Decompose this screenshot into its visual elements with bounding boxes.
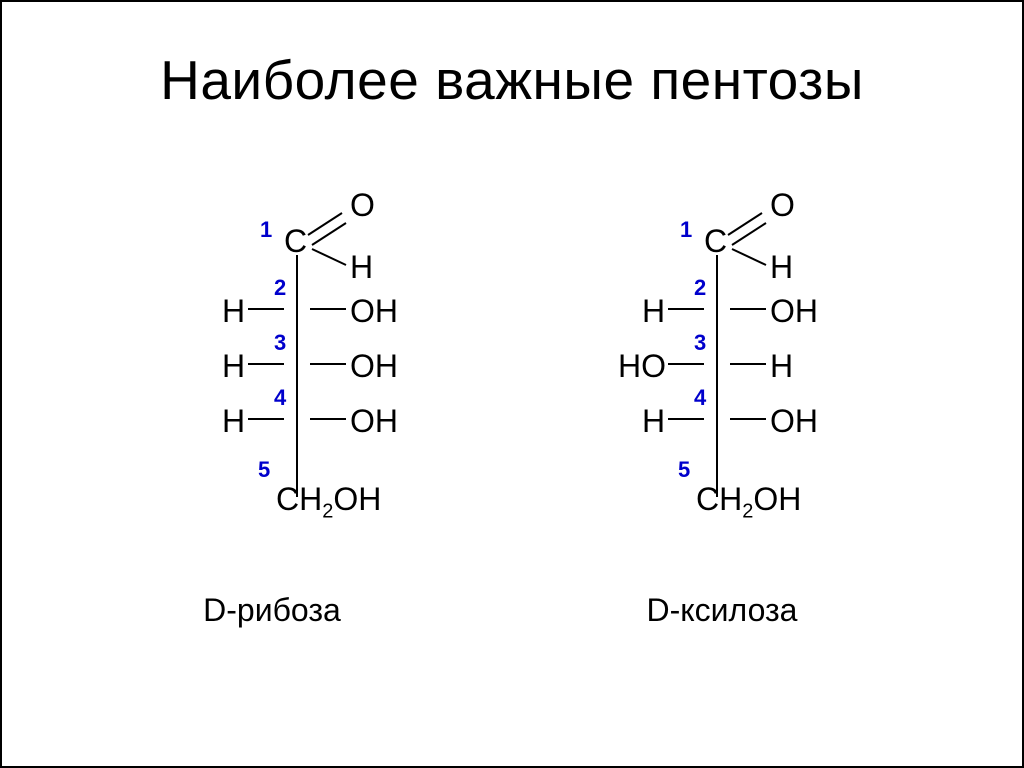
xylose-c5: CH2OH <box>696 483 801 521</box>
ribose-h-aldehyde: H <box>350 251 373 283</box>
xylose-num-5: 5 <box>678 459 690 481</box>
ribose-c2-right: OH <box>350 295 398 327</box>
xylose-h-aldehyde: H <box>770 251 793 283</box>
xylose-c3-left: HO <box>618 350 666 382</box>
ribose-num-1: 1 <box>260 219 272 241</box>
ribose-c4-left: H <box>222 405 245 437</box>
ribose-o: O <box>350 189 375 221</box>
ribose-num-3: 3 <box>274 332 286 354</box>
ribose-c3-right: OH <box>350 350 398 382</box>
xylose-num-4: 4 <box>694 387 706 409</box>
xylose-c4-right: OH <box>770 405 818 437</box>
ribose-c3-left: H <box>222 350 245 382</box>
caption-xylose: D-ксилоза <box>592 592 852 629</box>
xylose-num-3: 3 <box>694 332 706 354</box>
xylose-num-1: 1 <box>680 219 692 241</box>
ribose-c4-right: OH <box>350 405 398 437</box>
xylose-c3-right: H <box>770 350 793 382</box>
xylose-num-2: 2 <box>694 277 706 299</box>
page-title: Наиболее важные пентозы <box>2 48 1022 112</box>
xylose-c4-left: H <box>642 405 665 437</box>
xylose-c2-left: H <box>642 295 665 327</box>
ribose-c5: CH2OH <box>276 483 381 521</box>
ribose-num-4: 4 <box>274 387 286 409</box>
ribose-num-2: 2 <box>274 277 286 299</box>
ribose-c2-left: H <box>222 295 245 327</box>
caption-ribose: D-рибоза <box>142 592 402 629</box>
xylose-c2-right: OH <box>770 295 818 327</box>
ribose-c1: C <box>284 225 307 257</box>
ribose-num-5: 5 <box>258 459 270 481</box>
xylose-o: O <box>770 189 795 221</box>
xylose-c1: C <box>704 225 727 257</box>
